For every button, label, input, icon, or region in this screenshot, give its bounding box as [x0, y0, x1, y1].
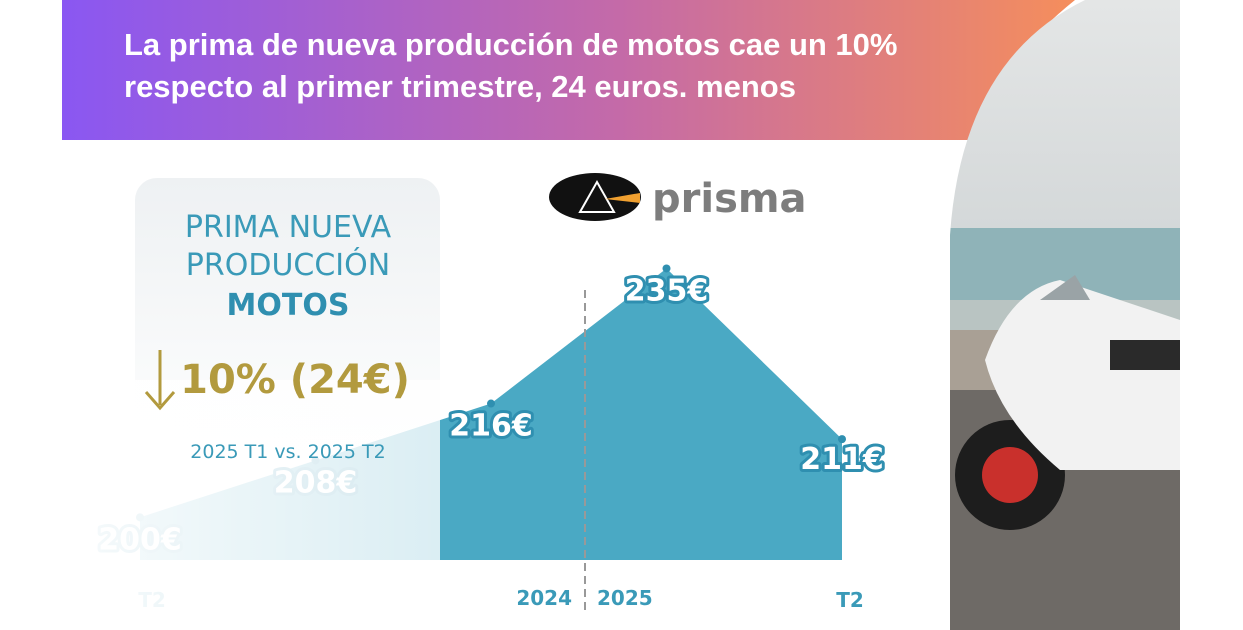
fade-overlay: [90, 380, 440, 630]
value-label: 235€: [625, 273, 709, 308]
header-band: [62, 0, 1075, 140]
x-tick-label: T2: [836, 588, 864, 612]
year-label: 2024: [516, 586, 572, 610]
point: [662, 264, 671, 273]
value-label: 211€: [800, 442, 884, 477]
card-line: MOTOS: [227, 288, 350, 323]
logo-text: prisma: [652, 176, 807, 222]
card-line: PRIMA NUEVA: [185, 210, 392, 245]
point: [487, 399, 495, 408]
value-label: 216€: [449, 409, 533, 444]
photo: [950, 0, 1180, 630]
card-comparison: 2025 T1 vs. 2025 T2: [190, 441, 385, 463]
year-label: 2025: [597, 586, 653, 610]
card-line: PRODUCCIÓN: [186, 246, 390, 283]
logo: prisma: [549, 173, 807, 222]
card-text: PRIMA NUEVA PRODUCCIÓN MOTOS 10% (24€) 2…: [180, 210, 410, 463]
title: La prima de nueva producción de motos ca…: [124, 27, 898, 104]
point: [838, 435, 846, 444]
down-arrow: [144, 350, 176, 411]
card-change: 10% (24€): [180, 357, 410, 403]
